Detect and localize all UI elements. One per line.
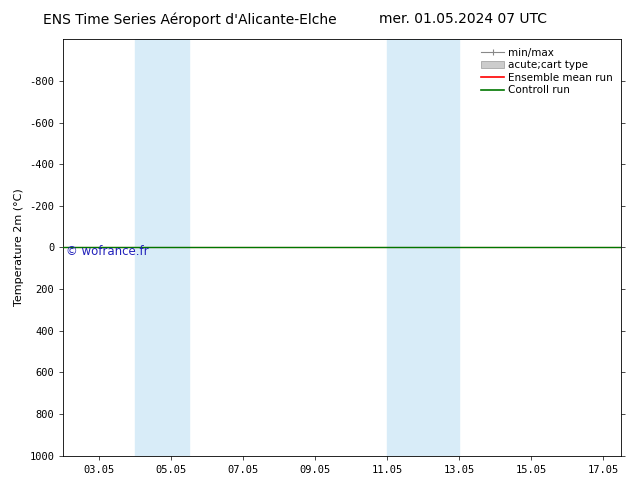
Text: ENS Time Series Aéroport d'Alicante-Elche: ENS Time Series Aéroport d'Alicante-Elch… bbox=[43, 12, 337, 27]
Legend: min/max, acute;cart type, Ensemble mean run, Controll run: min/max, acute;cart type, Ensemble mean … bbox=[478, 45, 616, 98]
Y-axis label: Temperature 2m (°C): Temperature 2m (°C) bbox=[14, 189, 24, 306]
Text: mer. 01.05.2024 07 UTC: mer. 01.05.2024 07 UTC bbox=[379, 12, 547, 26]
Bar bbox=[387, 39, 460, 456]
Text: © wofrance.fr: © wofrance.fr bbox=[66, 245, 149, 258]
Bar bbox=[136, 39, 190, 456]
